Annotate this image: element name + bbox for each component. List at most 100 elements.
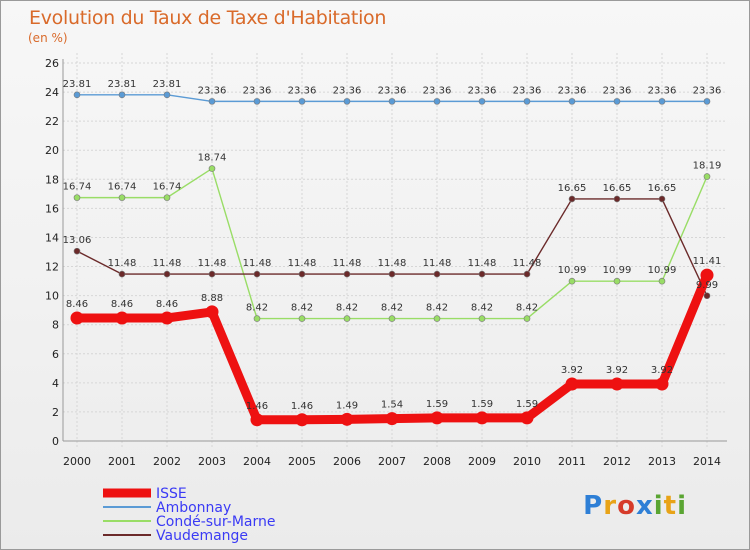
data-label: 1.46 <box>246 401 268 412</box>
data-point <box>433 315 441 322</box>
data-point <box>565 377 579 391</box>
y-tick-label: 26 <box>45 57 59 70</box>
data-point <box>343 270 351 278</box>
data-label: 23.36 <box>333 85 362 96</box>
data-point <box>163 270 171 278</box>
x-tick-label: 2007 <box>378 455 406 468</box>
data-point <box>205 305 219 319</box>
data-point <box>478 98 486 105</box>
x-tick-label: 2002 <box>153 455 181 468</box>
data-point <box>253 270 261 278</box>
data-point <box>568 195 576 203</box>
proxiti-logo: Proxiti <box>583 491 687 521</box>
data-label: 23.36 <box>288 85 317 96</box>
data-point <box>118 194 126 201</box>
data-label: 11.41 <box>693 256 722 267</box>
data-label: 18.19 <box>693 161 722 172</box>
y-tick-label: 8 <box>52 319 59 332</box>
data-label: 8.42 <box>246 303 268 314</box>
data-label: 8.42 <box>471 303 493 314</box>
data-point <box>703 98 711 105</box>
data-label: 8.42 <box>381 303 403 314</box>
data-label: 8.46 <box>66 299 88 310</box>
data-point <box>388 270 396 278</box>
data-point <box>163 91 171 99</box>
data-label: 23.36 <box>198 85 227 96</box>
x-tick-label: 2010 <box>513 455 541 468</box>
y-tick-label: 2 <box>52 406 59 419</box>
data-point <box>208 270 216 278</box>
y-tick-label: 0 <box>52 435 59 448</box>
data-label: 8.88 <box>201 293 223 304</box>
data-point <box>73 194 81 201</box>
data-label: 1.59 <box>516 399 538 410</box>
data-label: 23.36 <box>378 85 407 96</box>
data-label: 11.48 <box>423 258 452 269</box>
data-label: 16.74 <box>108 182 137 193</box>
data-point <box>118 270 126 278</box>
data-point <box>523 98 531 105</box>
data-label: 8.42 <box>426 303 448 314</box>
data-point <box>700 268 714 282</box>
data-label: 23.36 <box>468 85 497 96</box>
data-label: 23.36 <box>693 85 722 96</box>
x-tick-label: 2012 <box>603 455 631 468</box>
x-tick-label: 2011 <box>558 455 586 468</box>
data-label: 8.46 <box>111 299 133 310</box>
x-tick-label: 2014 <box>693 455 721 468</box>
data-point <box>385 412 399 426</box>
data-point <box>430 411 444 425</box>
data-point <box>613 98 621 105</box>
data-label: 23.36 <box>558 85 587 96</box>
data-point <box>73 247 81 255</box>
logo-letter: P <box>583 491 604 521</box>
logo-letter: o <box>617 491 636 521</box>
data-label: 16.65 <box>558 183 587 194</box>
data-label: 1.59 <box>426 399 448 410</box>
data-point <box>613 277 621 285</box>
logo-letter: i <box>653 491 664 521</box>
data-label: 1.54 <box>381 400 403 411</box>
data-point <box>295 413 309 427</box>
data-point <box>433 270 441 278</box>
logo-letter: x <box>635 491 654 521</box>
y-tick-label: 18 <box>45 173 59 186</box>
data-label: 10.99 <box>648 265 677 276</box>
data-point <box>340 412 354 426</box>
data-label: 10.99 <box>558 265 587 276</box>
data-point <box>658 195 666 203</box>
data-label: 16.74 <box>63 182 92 193</box>
legend-label: ISSE <box>156 486 187 502</box>
data-label: 23.36 <box>513 85 542 96</box>
data-label: 23.36 <box>603 85 632 96</box>
data-point <box>163 194 171 201</box>
data-label: 11.48 <box>333 258 362 269</box>
x-tick-label: 2008 <box>423 455 451 468</box>
data-point <box>388 315 396 322</box>
data-point <box>250 413 264 427</box>
data-point <box>70 311 84 325</box>
data-label: 23.81 <box>108 79 137 90</box>
data-point <box>568 277 576 285</box>
x-tick-label: 2000 <box>63 455 91 468</box>
data-label: 1.46 <box>291 401 313 412</box>
data-label: 13.06 <box>63 235 92 246</box>
x-tick-label: 2013 <box>648 455 676 468</box>
data-label: 11.48 <box>153 258 182 269</box>
data-point <box>520 411 534 425</box>
data-label: 11.48 <box>468 258 497 269</box>
data-label: 11.48 <box>513 258 542 269</box>
y-tick-label: 6 <box>52 348 59 361</box>
y-tick-label: 16 <box>45 202 59 215</box>
data-point <box>523 270 531 278</box>
logo-letter: t <box>663 491 678 521</box>
data-label: 11.48 <box>288 258 317 269</box>
data-point <box>478 315 486 322</box>
data-point <box>613 195 621 203</box>
x-tick-label: 2006 <box>333 455 361 468</box>
data-label: 18.74 <box>198 153 227 164</box>
y-tick-label: 14 <box>45 231 59 244</box>
x-tick-label: 2003 <box>198 455 226 468</box>
x-tick-label: 2005 <box>288 455 316 468</box>
y-tick-label: 24 <box>45 86 59 99</box>
